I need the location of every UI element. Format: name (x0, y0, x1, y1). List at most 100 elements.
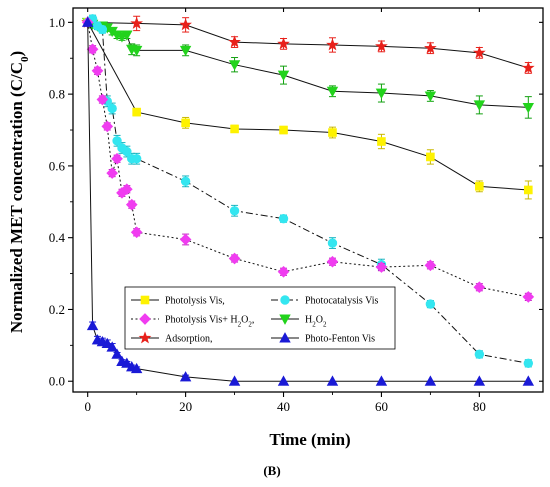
legend-text: O (316, 315, 323, 326)
series-3-point-18 (523, 358, 534, 368)
legend-marker-2 (140, 295, 150, 305)
y-tick-label-4: 0.8 (49, 87, 65, 102)
y-tick-label-1: 0.2 (49, 302, 65, 317)
series-2-point-4 (279, 125, 288, 135)
x-tick-label-0: 0 (84, 399, 91, 414)
legend-subscript: 2 (248, 321, 252, 329)
series-0-point-9 (521, 61, 535, 74)
legend-text: Photolysis Vis+ H (165, 315, 238, 326)
legend-box (124, 286, 396, 350)
y-tick-label-2: 0.4 (49, 230, 66, 245)
y-axis-title-main: Normalized MET concentration (C/C (7, 62, 26, 333)
series-3-point-14 (327, 238, 338, 248)
series-3-point-5 (107, 103, 117, 114)
series-0-point-6 (375, 39, 388, 52)
series-2-point-8 (475, 182, 484, 191)
series-0-point-8 (473, 46, 486, 59)
y-axis-title: Normalized MET concentration (C/C0) (7, 51, 31, 333)
series-0-point-5 (326, 38, 339, 51)
series-4-point-4 (101, 120, 114, 133)
series-4-point-6 (111, 152, 123, 165)
legend-subscript: 2 (312, 321, 316, 329)
legend-entry-3: Photocatalysis Vis (271, 295, 378, 307)
series-0-point-7 (424, 41, 437, 54)
series-layer (81, 14, 535, 386)
series-3-point-13 (278, 213, 289, 224)
x-tick-label-60: 60 (375, 399, 388, 414)
series-0-point-2 (179, 18, 192, 31)
legend-entry-4: Photolysis Vis+ H2O2, (131, 313, 254, 329)
y-tick-label-3: 0.6 (49, 158, 66, 173)
series-2-point-2 (181, 118, 190, 128)
series-4-point-2 (91, 64, 104, 77)
legend-marker-1 (279, 314, 291, 325)
series-0-point-1 (130, 16, 143, 29)
series-3-point-3 (97, 24, 108, 35)
y-axis-title-sub: 0 (19, 56, 31, 62)
panel-label: (B) (263, 463, 280, 478)
legend-subscript: 2 (238, 321, 242, 329)
legend-entry-2: Photolysis Vis, (131, 296, 225, 307)
series-3-point-8 (122, 146, 132, 157)
series-1-point-8 (121, 30, 133, 41)
series-4-point-13 (277, 265, 290, 278)
series-0-point-4 (277, 37, 290, 50)
series-4-point-16 (424, 259, 437, 272)
series-1-point-10 (130, 45, 143, 57)
series-5-point-16 (424, 375, 437, 386)
x-tick-label-20: 20 (179, 399, 192, 414)
legend-label-4: Photolysis Vis+ H2O2, (165, 315, 254, 329)
series-4 (81, 16, 535, 303)
series-3-point-6 (112, 136, 122, 146)
series-5-point-15 (375, 375, 388, 386)
series-2-point-3 (230, 124, 239, 134)
series-1-point-17 (473, 100, 486, 111)
series-3-point-11 (180, 176, 191, 187)
series-0-point-3 (228, 35, 241, 48)
legend-text: H (305, 315, 312, 326)
legend-label-1: H2O2 (305, 315, 327, 329)
y-tick-label-5: 1.0 (49, 15, 65, 30)
series-0-line (87, 21, 529, 69)
x-tick-label-80: 80 (473, 399, 486, 414)
legend-text: Adsorption, (165, 334, 213, 345)
series-5-point-14 (326, 375, 339, 386)
series-4-point-1 (86, 43, 99, 56)
x-tick-label-40: 40 (277, 399, 290, 414)
series-4-point-14 (326, 255, 339, 268)
legend-subscript: 2 (323, 321, 327, 329)
series-5-point-17 (473, 375, 486, 386)
series-3-point-16 (425, 299, 436, 309)
legend-marker-3 (280, 295, 290, 305)
legend-entry-1: H2O2 (271, 315, 327, 329)
series-4-point-11 (179, 233, 192, 246)
series-1-point-13 (277, 70, 290, 81)
series-2-point-7 (426, 152, 435, 162)
series-4-point-12 (228, 252, 241, 265)
series-5-point-12 (228, 375, 241, 386)
series-5-point-8 (121, 357, 133, 368)
series-5-point-11 (179, 371, 192, 382)
series-5-point-18 (522, 375, 535, 386)
series-3-point-17 (474, 349, 485, 360)
series-5-point-13 (277, 375, 290, 386)
series-1-point-11 (179, 45, 192, 57)
legend-label-5: Photo-Fenton Vis (305, 334, 375, 345)
y-tick-label-0: 0.0 (49, 374, 65, 389)
series-5-point-0 (81, 16, 94, 27)
x-axis-title: Time (min) (269, 430, 350, 449)
series-4-point-3 (96, 93, 109, 106)
legend-text: , (252, 315, 255, 326)
series-4-point-18 (522, 291, 535, 303)
legend-marker-0 (138, 331, 152, 344)
series-4-point-15 (375, 261, 388, 273)
series-5-point-10 (130, 362, 143, 374)
legend-text: O (241, 315, 248, 326)
legend-text: Photo-Fenton Vis (305, 334, 375, 345)
legend-label-2: Photolysis Vis, (165, 296, 225, 307)
series-3-point-12 (229, 206, 240, 216)
series-2-point-5 (328, 128, 337, 137)
legend: Photolysis Vis, Photocatalysis Vis Photoly… (124, 286, 396, 350)
axes-frame (72, 7, 544, 393)
